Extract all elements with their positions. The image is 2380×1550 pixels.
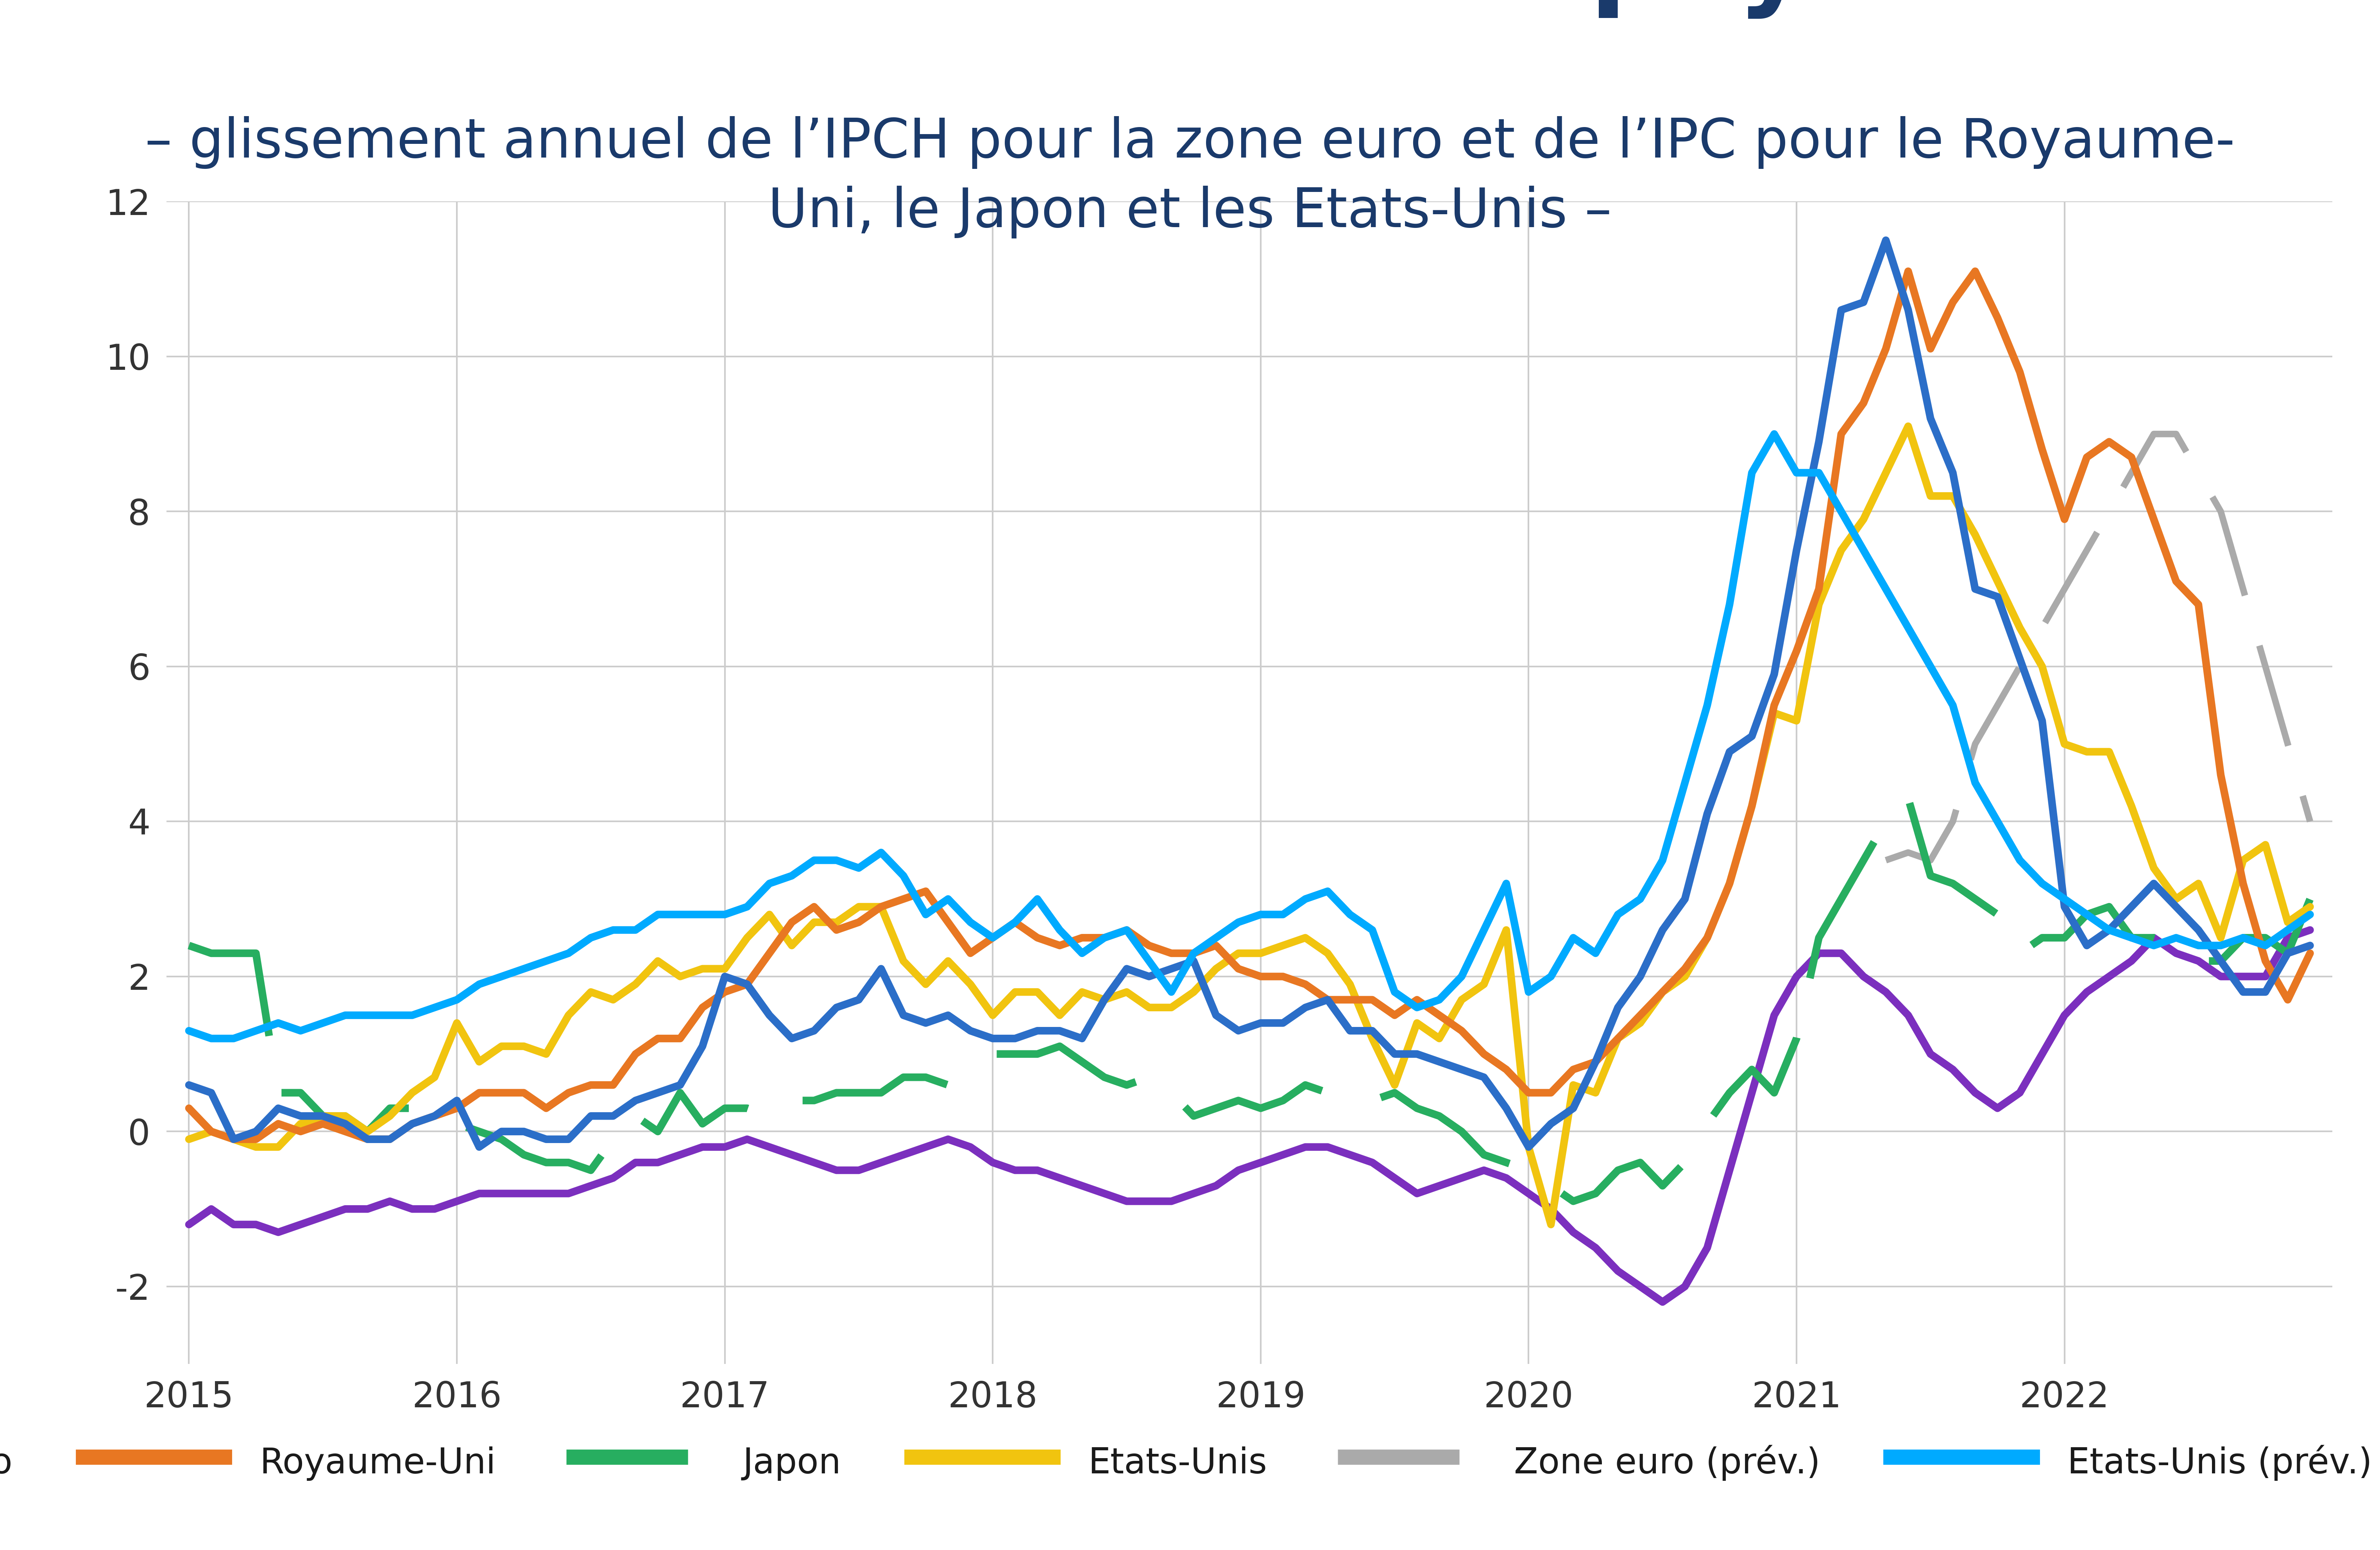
Title: Inflation totale dans les pays avancés: Inflation totale dans les pays avancés [90,0,2380,19]
Legend: Zone euro, Royaume-Uni, Japon, Etats-Unis, Zone euro (prév.), Etats-Unis (prév.): Zone euro, Royaume-Uni, Japon, Etats-Uni… [0,1426,2380,1497]
Text: – glissement annuel de l’IPCH pour la zone euro et de l’IPC pour le Royaume-
Uni: – glissement annuel de l’IPCH pour la zo… [145,116,2235,239]
